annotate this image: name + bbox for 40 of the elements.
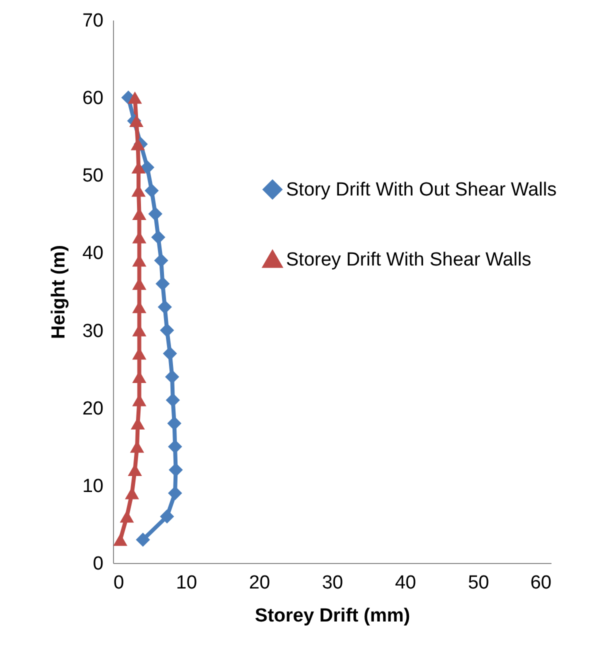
point <box>140 160 154 174</box>
point <box>136 532 150 547</box>
point <box>154 253 168 268</box>
point <box>160 509 174 524</box>
point <box>148 206 162 221</box>
point <box>113 534 128 546</box>
point <box>166 393 180 408</box>
legend-label: Story Drift With Out Shear Walls <box>286 180 557 200</box>
x-axis-title: Storey Drift (mm) <box>254 606 410 626</box>
point <box>130 138 145 150</box>
point <box>120 510 134 523</box>
y-axis-title: Height (m) <box>48 245 70 339</box>
point <box>168 462 183 477</box>
y-tick-label: 10 <box>82 476 104 497</box>
x-tick-label: 40 <box>394 572 416 594</box>
x-tick-label: 30 <box>322 572 344 594</box>
x-tick-label: 50 <box>468 572 490 594</box>
point <box>168 486 182 500</box>
y-tick-label: 0 <box>92 554 104 574</box>
y-tick-label: 20 <box>82 398 104 420</box>
y-tick-label: 30 <box>82 320 104 342</box>
x-tick-label: 0 <box>114 572 124 594</box>
point <box>151 230 166 244</box>
y-tick-label: 40 <box>82 243 104 264</box>
y-tick-label: 60 <box>82 88 104 110</box>
point <box>128 91 142 104</box>
point <box>168 440 182 454</box>
point <box>162 346 178 361</box>
x-tick-label: 60 <box>530 572 552 594</box>
legend-label: Storey Drift With Shear Walls <box>286 250 532 270</box>
x-tick-label: 20 <box>248 572 270 594</box>
y-tick-label: 50 <box>82 166 104 187</box>
point <box>144 184 159 198</box>
x-tick-label: 10 <box>176 572 198 594</box>
point <box>160 323 174 338</box>
point <box>165 370 180 384</box>
y-tick-label: 70 <box>82 10 104 32</box>
point <box>158 300 172 314</box>
point <box>167 416 182 430</box>
point <box>156 276 170 291</box>
